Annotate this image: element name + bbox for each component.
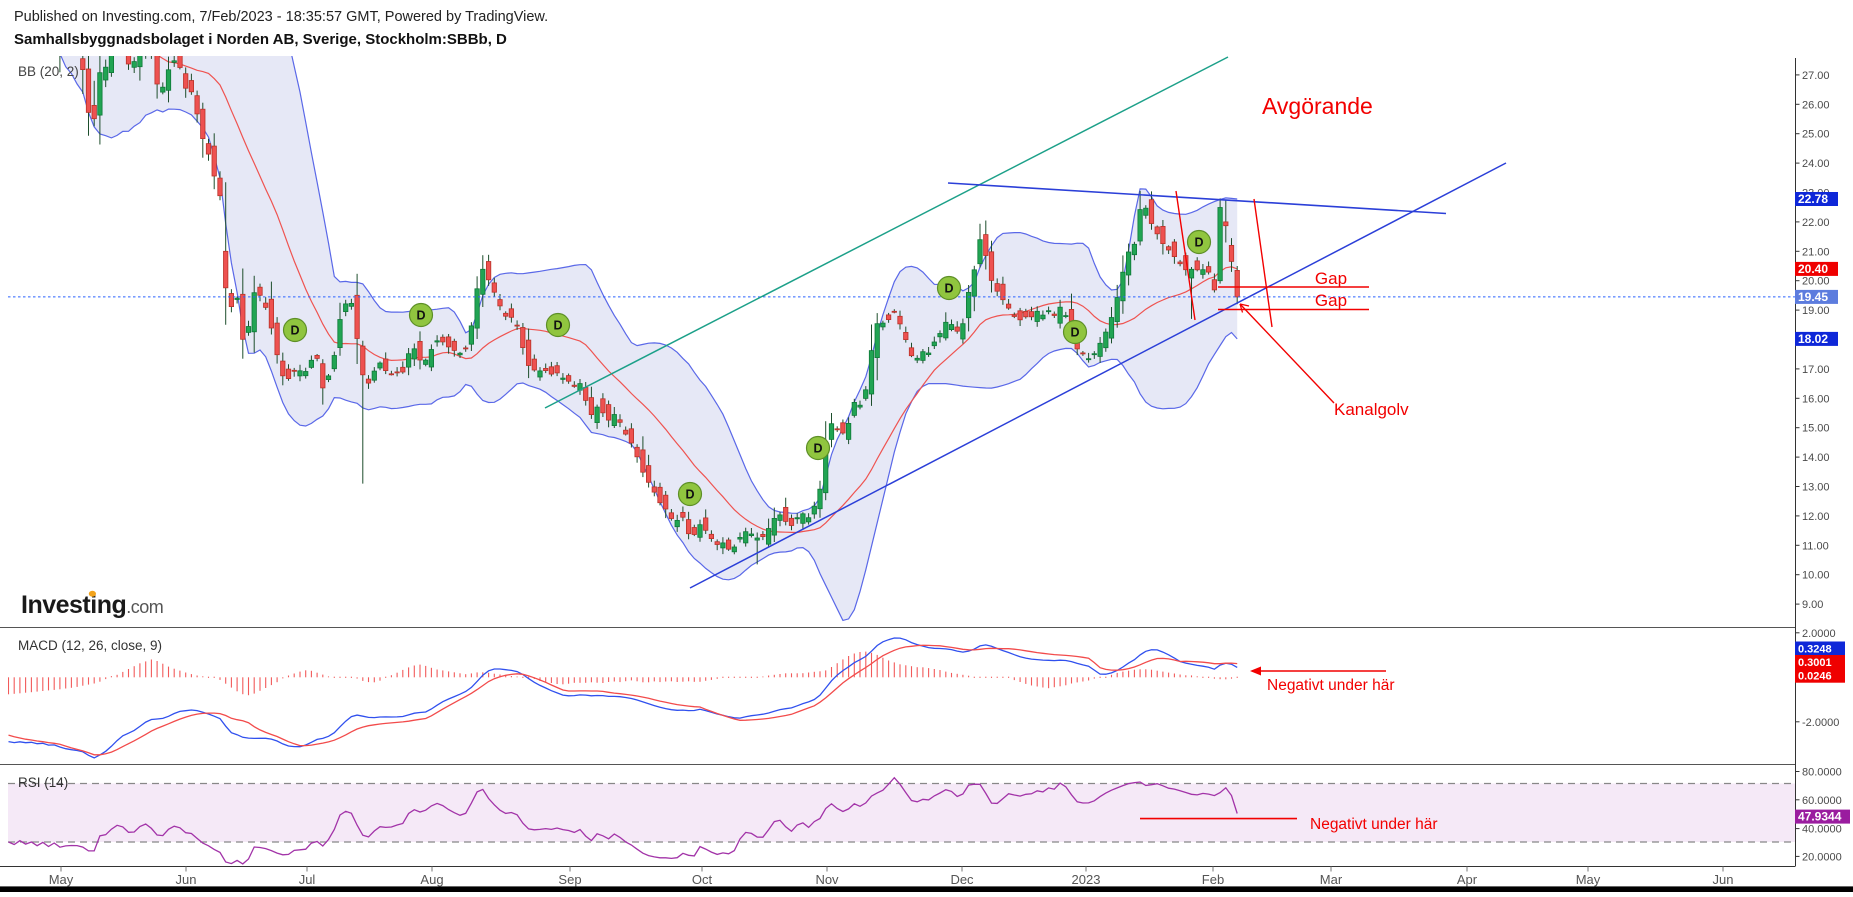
svg-text:14.00: 14.00: [1802, 452, 1830, 464]
svg-text:25.00: 25.00: [1802, 129, 1830, 141]
svg-text:D: D: [944, 282, 953, 296]
svg-text:22.78: 22.78: [1798, 192, 1828, 206]
svg-text:D: D: [1194, 236, 1203, 250]
svg-text:Kanalgolv: Kanalgolv: [1334, 400, 1409, 419]
svg-text:17.00: 17.00: [1802, 364, 1830, 376]
svg-text:Published on Investing.com, 7/: Published on Investing.com, 7/Feb/2023 -…: [14, 9, 548, 25]
svg-text:22.00: 22.00: [1802, 217, 1830, 229]
svg-text:0.0246: 0.0246: [1798, 671, 1832, 683]
svg-text:27.00: 27.00: [1802, 70, 1830, 82]
svg-text:40.0000: 40.0000: [1802, 824, 1842, 836]
svg-text:60.0000: 60.0000: [1802, 795, 1842, 807]
svg-text:D: D: [1070, 326, 1079, 340]
svg-text:11.00: 11.00: [1802, 540, 1829, 552]
svg-text:20.0000: 20.0000: [1802, 851, 1842, 863]
svg-text:Samhallsbyggnadsbolaget i Nord: Samhallsbyggnadsbolaget i Norden AB, Sve…: [14, 31, 507, 48]
svg-text:18.02: 18.02: [1798, 332, 1828, 346]
svg-text:Apr: Apr: [1457, 872, 1478, 887]
svg-text:D: D: [553, 319, 562, 333]
svg-text:Jun: Jun: [176, 872, 197, 887]
svg-text:Negativt under här: Negativt under här: [1267, 677, 1395, 694]
svg-text:2.0000: 2.0000: [1802, 628, 1836, 640]
svg-text:20.00: 20.00: [1802, 276, 1830, 288]
svg-text:47.9344: 47.9344: [1798, 810, 1842, 824]
svg-text:10.00: 10.00: [1802, 570, 1830, 582]
svg-text:Sep: Sep: [558, 872, 581, 887]
svg-text:RSI (14): RSI (14): [18, 775, 68, 790]
svg-text:May: May: [49, 872, 74, 887]
svg-text:16.00: 16.00: [1802, 393, 1830, 405]
svg-text:9.00: 9.00: [1802, 599, 1823, 611]
svg-text:26.00: 26.00: [1802, 99, 1830, 111]
svg-text:-2.0000: -2.0000: [1802, 717, 1839, 729]
svg-text:D: D: [416, 309, 425, 323]
svg-text:80.0000: 80.0000: [1802, 767, 1842, 779]
svg-text:Oct: Oct: [692, 872, 713, 887]
svg-text:Negativt under här: Negativt under här: [1310, 816, 1438, 833]
svg-text:0.3001: 0.3001: [1798, 657, 1832, 669]
svg-text:15.00: 15.00: [1802, 423, 1830, 435]
svg-text:19.45: 19.45: [1798, 290, 1828, 304]
svg-text:24.00: 24.00: [1802, 158, 1830, 170]
svg-text:Jun: Jun: [1713, 872, 1734, 887]
svg-text:D: D: [290, 324, 299, 338]
svg-text:Nov: Nov: [815, 872, 839, 887]
svg-text:2023: 2023: [1072, 872, 1101, 887]
svg-text:D: D: [685, 488, 694, 502]
svg-text:Gap: Gap: [1315, 269, 1347, 288]
svg-text:Aug: Aug: [420, 872, 443, 887]
svg-text:Jul: Jul: [299, 872, 316, 887]
svg-text:Dec: Dec: [950, 872, 974, 887]
svg-text:MACD (12, 26, close, 9): MACD (12, 26, close, 9): [18, 638, 162, 653]
svg-text:BB (20, 2): BB (20, 2): [18, 64, 79, 79]
svg-text:D: D: [813, 442, 822, 456]
svg-text:20.40: 20.40: [1798, 262, 1828, 276]
svg-text:May: May: [1576, 872, 1601, 887]
svg-text:19.00: 19.00: [1802, 305, 1830, 317]
svg-text:0.3248: 0.3248: [1798, 644, 1832, 656]
svg-text:Mar: Mar: [1320, 872, 1343, 887]
svg-text:13.00: 13.00: [1802, 482, 1830, 494]
svg-text:21.00: 21.00: [1802, 246, 1830, 258]
svg-text:12.00: 12.00: [1802, 511, 1830, 523]
svg-text:Avgörande: Avgörande: [1262, 93, 1373, 119]
svg-text:Gap: Gap: [1315, 291, 1347, 310]
svg-text:Feb: Feb: [1202, 872, 1224, 887]
